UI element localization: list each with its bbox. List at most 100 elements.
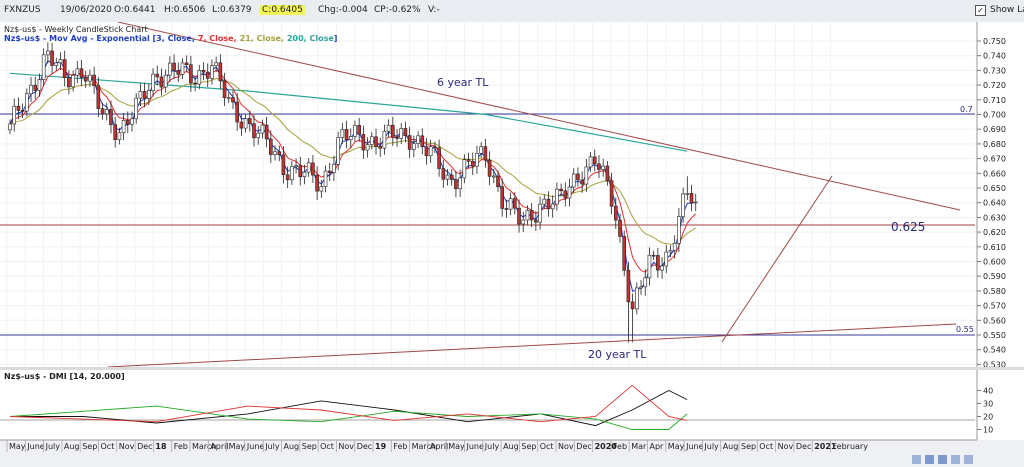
candle [491,169,496,184]
x-tick-label: Oct [759,442,773,451]
candle [479,142,483,158]
candle [597,154,601,179]
x-tick-label: 2021 [814,442,837,451]
candle [62,50,67,87]
candle [121,112,126,141]
zoom-in-icon[interactable] [925,455,934,464]
reset-icon[interactable] [951,455,960,464]
candle [319,179,324,198]
x-tick-label: Aug [503,442,519,451]
candle [189,55,193,92]
candle [117,127,122,145]
candle [513,192,517,215]
candle [399,122,404,145]
candle [651,250,656,261]
candle [100,102,105,120]
x-tick-label: Oct [320,442,334,451]
y-tick-label: 0.670 [983,155,1006,164]
x-tick-label: Dec [357,442,372,451]
ema21-line [9,78,696,245]
x-tick-label: April [210,442,228,451]
scroll-left-icon[interactable] [912,455,921,464]
candle [369,131,374,150]
ma-legend-suffix: ] [334,34,338,43]
candle [348,128,353,148]
candle [534,211,538,231]
candle [550,195,555,218]
candle [290,161,294,185]
candle [226,92,231,104]
candle [315,166,319,200]
ma-legend-21: 21, Close, [240,34,284,43]
candle [109,100,113,134]
y-tick-label: 0.710 [983,96,1006,105]
candle [630,293,635,343]
ma-legend-3: 3, Close, [156,34,195,43]
x-tick-label: Dec [576,442,591,451]
y-tick-label: 0.630 [983,213,1006,222]
scroll-controls[interactable] [912,455,973,464]
x-tick-label: July [264,442,280,451]
x-tick-label: March [412,442,436,451]
candle [618,213,622,243]
candle [449,169,454,186]
scroll-right-icon[interactable] [964,455,973,464]
candle [332,155,336,182]
x-tick-label: June [26,442,45,451]
minus-di-line [9,384,688,423]
candle [555,182,559,211]
pane-separator[interactable] [0,367,1024,370]
candle [336,131,340,171]
main-y-ticks: 0.750 0.740 0.730 0.720 0.710 0.700 0.690 0.680… [977,37,1006,369]
candle [374,128,378,155]
x-tick-label: Sep [741,442,756,451]
candle [504,199,509,218]
candle [104,102,109,121]
x-tick-label: April [430,442,448,451]
candle [252,114,256,147]
candle [500,178,505,217]
y-tick-label: 0.680 [983,140,1006,149]
x-tick-label: Sep [82,442,97,451]
candle [125,111,130,134]
candle [487,151,492,186]
candle [475,145,479,174]
x-tick-label: Sep [521,442,536,451]
show-last-label: Show Last [990,5,1024,15]
candle [660,257,664,279]
candle [96,77,101,118]
candle [416,131,420,149]
candle [176,62,181,83]
ema21-series [9,78,696,245]
candle [235,93,239,131]
y-tick-label: 0.560 [983,316,1006,325]
candle [277,145,282,162]
x-tick-label: Mar [631,442,647,451]
candle [559,183,563,197]
x-tick-label: July [45,442,61,451]
candle [151,68,155,97]
candle [273,145,277,161]
candle [693,193,698,212]
candle [525,205,530,226]
x-tick-label: Aug [64,442,80,451]
y-tick-label: 0.730 [983,66,1006,75]
x-tick-label: Nov [119,442,135,451]
candle [41,48,46,86]
candle [54,57,59,71]
y-tick-label: 0.600 [983,258,1006,267]
y-tick-label: 0.580 [983,287,1006,296]
candle [580,171,584,193]
change-label: Chg:-0.004 [318,5,368,15]
zoom-out-icon[interactable] [938,455,947,464]
y-tick-label: 0.640 [983,199,1006,208]
candle [428,139,433,163]
candle [664,244,669,274]
x-tick-label: Apr [650,442,665,451]
candle [508,192,513,216]
show-last-checkbox[interactable]: ✓ [975,5,986,16]
candle [424,137,429,165]
candle [25,88,29,117]
x-tick-label: 18 [155,442,167,451]
